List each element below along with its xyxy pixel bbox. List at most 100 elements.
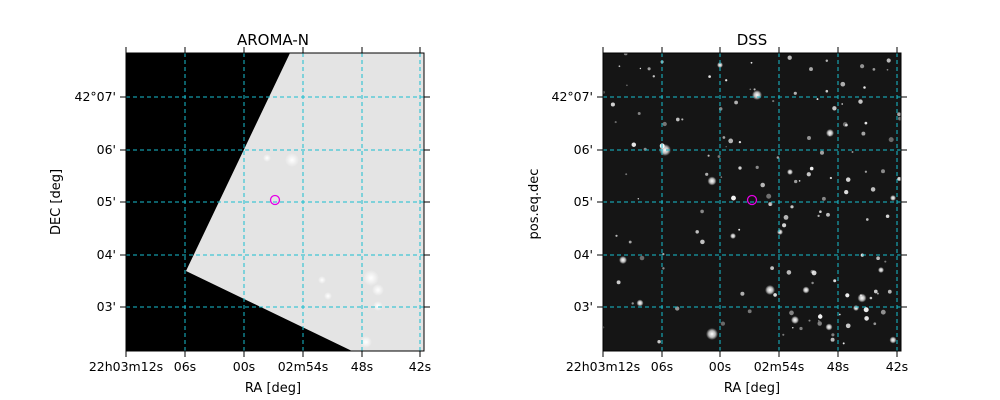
star <box>845 177 851 182</box>
star <box>614 121 617 124</box>
star <box>863 307 869 313</box>
star <box>738 228 741 231</box>
star <box>705 172 709 176</box>
panel-title: AROMA-N <box>237 31 309 49</box>
star <box>783 215 789 220</box>
y-tick-label: 04' <box>574 247 593 262</box>
star <box>707 176 717 186</box>
star <box>838 313 841 316</box>
star <box>782 223 787 228</box>
star <box>811 270 817 276</box>
star <box>887 289 892 294</box>
star <box>873 322 877 326</box>
star <box>802 286 810 294</box>
star <box>631 302 634 305</box>
star <box>760 182 765 188</box>
x-tick-label: 00s <box>233 359 255 374</box>
star <box>717 155 721 158</box>
y-tick-labels: 42°07' 06' 05' 04' 03' <box>552 89 594 314</box>
star <box>864 316 869 321</box>
panel-dss: DSS <box>527 31 908 396</box>
star <box>636 299 644 307</box>
star <box>881 169 885 174</box>
target-marker <box>746 194 758 206</box>
star <box>878 267 884 273</box>
grid-lines <box>603 53 901 351</box>
star <box>853 305 859 311</box>
y-axis-label: DEC [deg] <box>49 169 64 235</box>
star <box>897 112 901 117</box>
star <box>806 172 811 177</box>
star <box>639 67 642 70</box>
star <box>662 121 667 127</box>
star <box>826 212 830 217</box>
star <box>637 112 641 115</box>
star <box>817 314 823 319</box>
x-tick-label: 00s <box>709 359 731 374</box>
x-tick-label: 02m54s <box>278 359 329 374</box>
star <box>731 195 736 201</box>
star <box>725 79 728 82</box>
star <box>708 75 711 78</box>
x-tick-labels: 22h03m12s 06s 00s 02m54s 48s 42s <box>89 359 431 374</box>
star <box>792 327 794 329</box>
y-tick-label: 42°07' <box>75 89 117 104</box>
star <box>675 117 680 122</box>
star <box>810 269 815 274</box>
star <box>872 68 876 71</box>
star <box>818 319 820 322</box>
x-axis-label: RA [deg] <box>245 381 301 396</box>
star <box>740 291 745 296</box>
star <box>728 138 734 144</box>
x-tick-label: 48s <box>827 359 849 374</box>
star <box>869 296 873 300</box>
star <box>826 129 834 137</box>
star <box>885 214 890 219</box>
x-tick-label: 22h03m12s <box>89 359 163 374</box>
y-tick-label: 04' <box>97 247 116 262</box>
x-axis-label: RA [deg] <box>724 381 780 396</box>
star <box>898 116 901 121</box>
star <box>637 198 640 200</box>
star <box>768 201 773 207</box>
star <box>873 289 878 294</box>
star <box>770 266 774 270</box>
star <box>816 98 819 101</box>
star <box>870 187 876 192</box>
star <box>695 230 699 234</box>
star <box>700 209 704 214</box>
star <box>749 88 752 91</box>
star <box>722 136 726 139</box>
star <box>772 100 775 103</box>
star <box>626 84 628 87</box>
star <box>717 62 723 68</box>
star <box>720 176 723 178</box>
star <box>750 61 753 64</box>
star <box>790 205 794 209</box>
star <box>884 260 887 263</box>
star <box>773 293 777 297</box>
star <box>886 68 889 71</box>
star <box>851 151 854 153</box>
star <box>631 142 637 147</box>
star <box>786 270 792 275</box>
y-tick-label: 06' <box>97 142 116 157</box>
star <box>842 342 845 345</box>
x-tick-label: 22h03m12s <box>566 359 640 374</box>
star <box>864 121 868 125</box>
star <box>845 123 848 127</box>
panel-title: DSS <box>737 31 768 49</box>
star <box>876 256 880 261</box>
star <box>700 239 705 245</box>
star <box>807 136 811 140</box>
y-tick-labels: 42°07' 06' 05' 04' 03' <box>75 89 117 314</box>
star <box>817 321 822 326</box>
star <box>832 106 837 111</box>
star <box>753 88 756 91</box>
y-tick-label: 42°07' <box>552 89 594 104</box>
y-tick-label: 06' <box>574 142 593 157</box>
star <box>829 176 833 180</box>
star <box>738 166 742 170</box>
x-tick-labels: 22h03m12s 06s 00s 02m54s 48s 42s <box>566 359 908 374</box>
